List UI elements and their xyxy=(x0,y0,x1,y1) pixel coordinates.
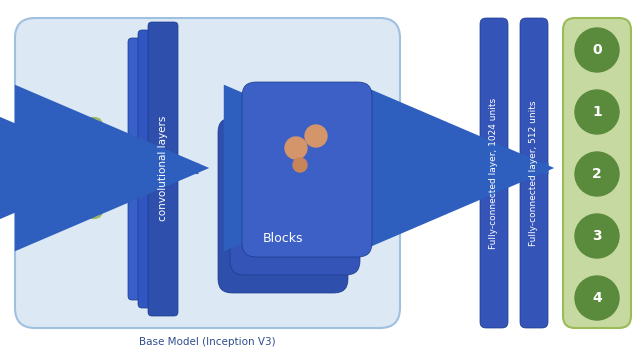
Text: 4: 4 xyxy=(592,291,602,305)
Circle shape xyxy=(575,28,619,72)
FancyBboxPatch shape xyxy=(148,22,178,316)
FancyBboxPatch shape xyxy=(218,118,348,293)
FancyBboxPatch shape xyxy=(427,145,495,195)
Text: 0: 0 xyxy=(592,43,602,57)
Text: Fully-connected layer, 1024 units: Fully-connected layer, 1024 units xyxy=(489,98,498,248)
FancyBboxPatch shape xyxy=(15,18,400,328)
Text: 3: 3 xyxy=(592,229,602,243)
FancyBboxPatch shape xyxy=(563,18,631,328)
Circle shape xyxy=(575,90,619,134)
Text: Blocks: Blocks xyxy=(263,231,303,244)
FancyBboxPatch shape xyxy=(480,18,508,328)
Text: Fully-connected layer, 512 units: Fully-connected layer, 512 units xyxy=(530,100,538,246)
FancyBboxPatch shape xyxy=(230,100,360,275)
Text: Input: Input xyxy=(43,162,80,175)
Text: convolutional layers: convolutional layers xyxy=(158,115,168,221)
Circle shape xyxy=(575,152,619,196)
FancyBboxPatch shape xyxy=(22,118,102,218)
Text: Flatten: Flatten xyxy=(439,165,484,175)
Text: 2: 2 xyxy=(592,167,602,181)
Text: Base Model (Inception V3): Base Model (Inception V3) xyxy=(139,337,276,347)
FancyBboxPatch shape xyxy=(520,18,548,328)
Circle shape xyxy=(285,137,307,159)
Circle shape xyxy=(575,214,619,258)
FancyBboxPatch shape xyxy=(128,38,158,300)
Circle shape xyxy=(575,276,619,320)
Circle shape xyxy=(305,125,327,147)
FancyBboxPatch shape xyxy=(242,82,372,257)
FancyBboxPatch shape xyxy=(138,30,168,308)
Circle shape xyxy=(293,158,307,172)
Text: 1: 1 xyxy=(592,105,602,119)
